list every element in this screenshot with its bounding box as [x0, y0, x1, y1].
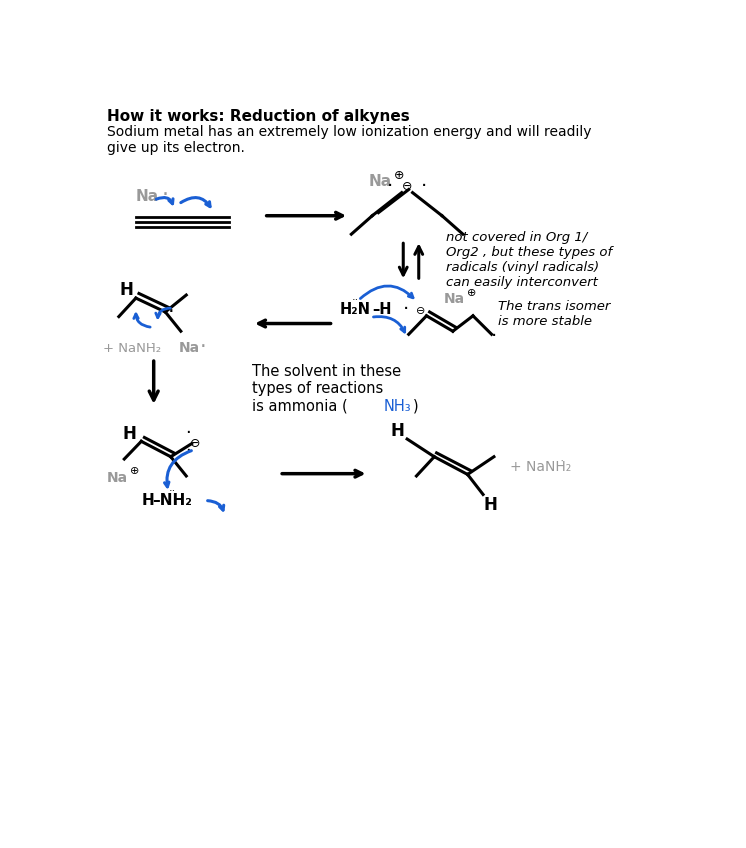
- Text: ⊕: ⊕: [131, 466, 140, 477]
- Text: ·: ·: [404, 300, 410, 319]
- Text: ⊕: ⊕: [467, 288, 476, 298]
- Text: How it works: Reduction of alkynes: How it works: Reduction of alkynes: [107, 109, 410, 125]
- Text: + NaNḢ̇₂: + NaNḢ̇₂: [510, 460, 571, 474]
- Text: Sodium metal has an extremely low ionization energy and will readily
give up its: Sodium metal has an extremely low ioniza…: [107, 125, 592, 155]
- Text: The solvent in these
types of reactions
is ammonia (: The solvent in these types of reactions …: [252, 364, 401, 413]
- Text: Na: Na: [136, 189, 159, 204]
- Text: H: H: [141, 494, 154, 508]
- Text: ·: ·: [387, 177, 393, 196]
- Text: Na: Na: [178, 341, 200, 355]
- Text: ): ): [413, 399, 419, 414]
- Text: H: H: [123, 425, 137, 443]
- Text: ⊖: ⊖: [416, 306, 425, 316]
- Text: ·: ·: [161, 185, 169, 205]
- Text: The trans isomer
is more stable: The trans isomer is more stable: [498, 300, 610, 328]
- Text: ··: ··: [351, 295, 359, 305]
- Text: H: H: [119, 282, 134, 299]
- Text: ··: ··: [169, 486, 176, 495]
- Text: ·: ·: [200, 337, 207, 357]
- Text: Na: Na: [369, 174, 392, 188]
- Text: H: H: [484, 496, 498, 514]
- Text: NH₃: NH₃: [384, 399, 412, 414]
- Text: Na: Na: [444, 292, 465, 306]
- Text: ⊖: ⊖: [190, 437, 201, 450]
- Text: –H: –H: [372, 302, 392, 317]
- Text: Na: Na: [107, 471, 128, 484]
- Text: ⊕: ⊕: [394, 170, 404, 182]
- Text: H₂N: H₂N: [339, 302, 371, 317]
- Text: H: H: [391, 422, 405, 440]
- Text: ·: ·: [185, 424, 191, 442]
- Text: ·: ·: [421, 177, 427, 196]
- Text: ·: ·: [167, 302, 174, 322]
- Text: not covered in Org 1/
Org2 , but these types of
radicals (vinyl radicals)
can ea: not covered in Org 1/ Org2 , but these t…: [446, 232, 612, 289]
- Text: ·: ·: [185, 443, 191, 460]
- Text: ⊖: ⊖: [402, 180, 413, 193]
- Text: –NH₂: –NH₂: [152, 494, 192, 508]
- Text: ·: ·: [491, 327, 497, 346]
- Text: + NaNḢ̇₂: + NaNḢ̇₂: [104, 342, 161, 354]
